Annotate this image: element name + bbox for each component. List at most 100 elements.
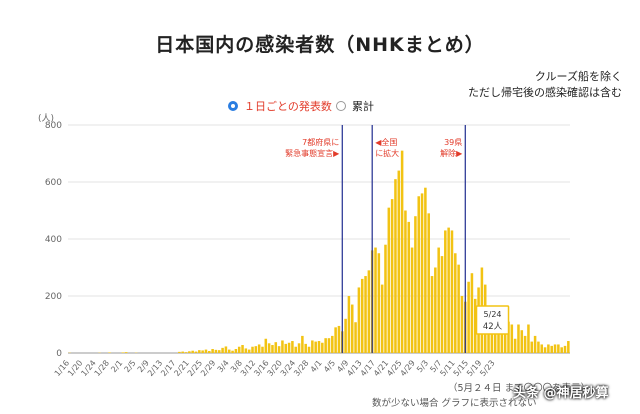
- bar: [281, 340, 284, 353]
- bar: [204, 349, 208, 353]
- bar: [407, 221, 411, 353]
- chart-title: 日本国内の感染者数（NHKまとめ）: [155, 34, 485, 56]
- x-tick-label: 5/23: [478, 359, 496, 379]
- bar: [234, 349, 238, 353]
- radio-unselected-icon[interactable]: [336, 101, 346, 111]
- footnote-date: （5月２４日 まで〇〇〇を表示）: [448, 383, 591, 394]
- footnote-small-values: 数が少ない場合 グラフに表示されない: [372, 398, 537, 409]
- bar: [331, 335, 334, 353]
- bar: [201, 350, 204, 353]
- bar: [221, 347, 224, 353]
- bar: [473, 298, 477, 353]
- bar: [397, 170, 401, 353]
- bar: [337, 325, 341, 353]
- bar: [274, 342, 278, 353]
- bar: [324, 338, 327, 353]
- bar: [527, 324, 530, 353]
- bar: [188, 351, 191, 353]
- toggle-daily[interactable]: １日ごとの発表数: [228, 98, 332, 114]
- bar: [537, 341, 540, 353]
- bar: [493, 321, 497, 353]
- bar: [543, 347, 547, 353]
- radio-selected-icon[interactable]: [228, 101, 238, 111]
- bar: [380, 284, 384, 353]
- bar: [178, 351, 181, 353]
- bar: [291, 341, 294, 353]
- x-tick-label: 2/5: [123, 359, 138, 375]
- bar: [367, 270, 371, 353]
- bar: [467, 281, 470, 353]
- bar: [377, 253, 381, 353]
- bar: [357, 287, 361, 353]
- bar: [287, 342, 291, 353]
- event-label: 7都府県に: [302, 137, 339, 147]
- bar: [317, 341, 321, 353]
- bar: [241, 345, 244, 353]
- bar: [553, 344, 557, 353]
- bar: [540, 344, 544, 353]
- x-tick-label: 4/5: [322, 359, 337, 375]
- bar: [437, 247, 440, 353]
- x-tick-label: 3/4: [216, 359, 231, 375]
- bar: [387, 207, 391, 353]
- bar: [410, 247, 414, 353]
- bar: [557, 344, 560, 353]
- y-tick-label: 200: [45, 292, 62, 302]
- bar: [121, 352, 125, 353]
- bar: [550, 345, 553, 353]
- toggle-cumulative[interactable]: 累計: [336, 98, 374, 114]
- bar: [321, 342, 324, 353]
- bar: [264, 338, 268, 353]
- x-tick-label: 2/1: [109, 359, 124, 375]
- event-label: 緊急事態宣言▶: [285, 148, 340, 158]
- bar: [374, 247, 377, 353]
- bar: [108, 352, 111, 353]
- toggle-cumulative-label: 累計: [352, 100, 374, 113]
- bar: [454, 253, 457, 353]
- bar: [400, 150, 404, 353]
- bar: [244, 348, 248, 353]
- bar: [507, 321, 510, 353]
- bar: [503, 333, 507, 353]
- x-tick-label: 4/1: [309, 359, 324, 375]
- bar: [181, 351, 184, 353]
- bar: [334, 327, 337, 353]
- bar: [390, 199, 394, 353]
- bar: [563, 345, 567, 353]
- bar: [208, 351, 211, 353]
- bar: [520, 330, 524, 353]
- bar: [347, 296, 351, 353]
- bar: [344, 318, 347, 353]
- bar: [424, 187, 427, 353]
- bar: [560, 347, 563, 353]
- y-tick-label: 0: [56, 349, 62, 359]
- bar: [510, 324, 514, 353]
- y-tick-label: 600: [45, 178, 62, 188]
- bar: [191, 350, 194, 353]
- bar: [513, 338, 517, 353]
- bar: [211, 349, 214, 353]
- bar: [257, 344, 261, 353]
- bar: [271, 345, 274, 353]
- bar: [198, 350, 201, 353]
- callout-date: 5/24: [484, 310, 502, 319]
- bar: [394, 179, 397, 353]
- bar: [301, 335, 304, 353]
- bar: [307, 346, 311, 353]
- event-label: 39県: [444, 138, 462, 147]
- bar: [214, 349, 218, 353]
- bar: [124, 352, 128, 353]
- bar: [430, 276, 434, 353]
- bar: [284, 343, 288, 353]
- value-callout: [475, 305, 510, 335]
- y-tick-label: 800: [45, 121, 62, 131]
- bar: [460, 296, 464, 353]
- bar: [530, 341, 534, 353]
- cruise-ship-note: クルーズ船を除く: [534, 70, 622, 83]
- bar: [440, 256, 444, 353]
- event-label: ◀全国: [375, 137, 397, 147]
- bar: [231, 350, 234, 353]
- bar: [420, 193, 424, 353]
- event-label: 解除▶: [440, 148, 463, 158]
- y-tick-label: 400: [45, 235, 62, 245]
